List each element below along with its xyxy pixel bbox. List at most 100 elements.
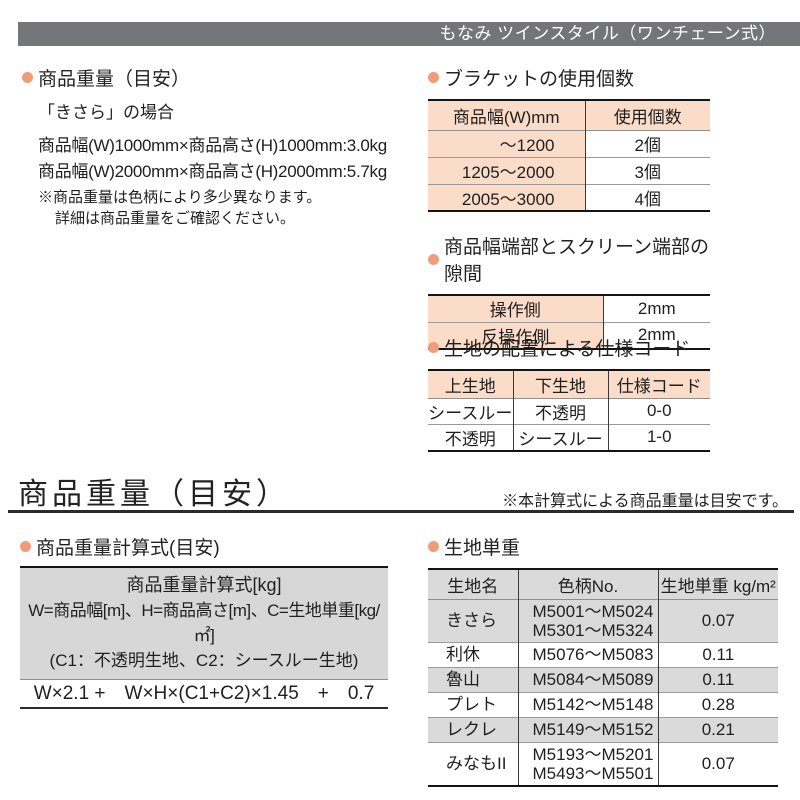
spec-code-cell: 1-0	[607, 424, 710, 451]
weight-section-note: ※本計算式による商品重量は目安です。	[502, 493, 788, 510]
weight-example-line: 商品幅(W)1000mm×商品高さ(H)1000mm:3.0kg	[38, 136, 387, 155]
color-number-cell: M5001〜M5024 M5301〜M5324	[517, 599, 658, 642]
table-header-row: 商品幅(W)mm 使用個数	[428, 100, 710, 130]
table-row: レクレ M5149〜M5152 0.21	[428, 717, 778, 742]
table-row: シースルー 不透明 0-0	[428, 398, 710, 424]
formula-heading: 商品重量計算式(目安)	[20, 533, 388, 560]
width-range-cell: 2005〜3000	[428, 184, 585, 211]
color-number-cell: M5149〜M5152	[517, 717, 658, 742]
table-row: 〜1200 2個	[428, 130, 710, 157]
table-row: 反操作側 2mm	[428, 322, 710, 349]
table-row: 1205〜2000 3個	[428, 157, 710, 184]
spec-code-heading-label: 生地の配置による仕様コード	[444, 339, 691, 360]
color-number-cell: M5076〜M5083	[517, 642, 658, 667]
table-row: みなもII M5193〜M5201 M5493〜M5501 0.07	[428, 742, 778, 786]
fabric-name-cell: みなもII	[446, 754, 507, 773]
table-row: 魯山 M5084〜M5089 0.11	[428, 667, 778, 692]
fabric-weight-section: 生地単重 生地名 色柄No. 生地単重 kg/m² きさら M5001〜M502…	[428, 533, 788, 787]
page-title: 商品重量（目安）	[18, 478, 290, 511]
column-header: 使用個数	[584, 100, 710, 130]
unit-weight-cell: 0.21	[657, 717, 778, 742]
fabric-name-cell: 利休	[446, 645, 480, 664]
edge-gap-heading: 商品幅端部とスクリーン端部の隙間	[428, 232, 728, 286]
bracket-heading: ブラケットの使用個数	[428, 64, 728, 91]
formula-variables: W=商品幅[m]、H=商品高さ[m]、C=生地単重[kg/㎡]	[28, 601, 380, 645]
bracket-count-table: 商品幅(W)mm 使用個数 〜1200 2個 1205〜2000 3個 2005…	[428, 99, 710, 212]
bullet-icon	[20, 541, 31, 552]
color-number-cell: M5193〜M5201 M5493〜M5501	[517, 742, 658, 786]
bullet-icon	[428, 541, 439, 552]
bullet-icon	[428, 342, 439, 353]
top-fabric-cell: 不透明	[444, 429, 496, 449]
color-number-cell: M5142〜M5148	[517, 692, 658, 717]
weight-info-section: 商品重量（目安） 「きさら」の場合 商品幅(W)1000mm×商品高さ(H)10…	[22, 64, 420, 229]
gap-value-cell: 2mm	[602, 322, 710, 349]
section-divider	[8, 510, 794, 513]
column-header: 色柄No.	[517, 569, 658, 599]
unit-weight-cell: 0.07	[657, 599, 778, 642]
table-row: 不透明 シースルー 1-0	[428, 424, 710, 451]
weight-info-heading-label: 商品重量（目安）	[38, 69, 191, 90]
product-series-banner: もなみ ツインスタイル（ワンチェーン式）	[18, 22, 800, 46]
weight-note-2: 詳細は商品重量をご確認ください。	[55, 210, 296, 227]
unit-weight-cell: 0.11	[657, 642, 778, 667]
count-cell: 2個	[584, 130, 710, 157]
fabric-weight-table: 生地名 色柄No. 生地単重 kg/m² きさら M5001〜M5024 M530…	[428, 568, 778, 787]
formula-constants: (C1：不透明生地、C2：シースルー生地)	[49, 651, 359, 670]
edge-gap-table: 操作側 2mm 反操作側 2mm	[428, 294, 710, 350]
table-row: きさら M5001〜M5024 M5301〜M5324 0.07	[428, 599, 778, 642]
spec-code-table: 上生地 下生地 仕様コード シースルー 不透明 0-0 不透明 シースルー 1-…	[428, 369, 710, 452]
table-row: 操作側 2mm	[428, 295, 710, 322]
fabric-name-cell: プレト	[446, 695, 497, 714]
spec-code-heading: 生地の配置による仕様コード	[428, 334, 728, 361]
fabric-name-cell: 魯山	[428, 667, 518, 692]
unit-weight-cell: 0.28	[657, 692, 778, 717]
width-range-cell: 1205〜2000	[428, 157, 585, 184]
width-range-cell: 〜1200	[428, 130, 585, 157]
bottom-fabric-cell: シースルー	[512, 424, 608, 451]
fabric-weight-heading: 生地単重	[428, 533, 788, 560]
bullet-icon	[22, 72, 33, 83]
formula-heading-label: 商品重量計算式(目安)	[36, 538, 220, 559]
count-cell: 3個	[584, 157, 710, 184]
column-header: 上生地	[428, 370, 513, 398]
table-row: 2005〜3000 4個	[428, 184, 710, 211]
weight-info-heading: 商品重量（目安）	[22, 64, 420, 91]
gap-value-cell: 2mm	[602, 295, 710, 322]
fabric-weight-heading-label: 生地単重	[444, 538, 521, 559]
formula-box-title: 商品重量計算式[kg]	[126, 575, 282, 595]
spec-code-section: 生地の配置による仕様コード 上生地 下生地 仕様コード シースルー 不透明 0-…	[428, 334, 728, 452]
table-row: 利休 M5076〜M5083 0.11	[428, 642, 778, 667]
top-fabric-cell: シースルー	[428, 403, 513, 423]
column-header: 生地単重 kg/m²	[657, 569, 778, 599]
formula-definitions: 商品重量計算式[kg] W=商品幅[m]、H=商品高さ[m]、C=生地単重[kg…	[20, 568, 388, 680]
column-header: 生地名	[428, 569, 518, 599]
weight-example-line: 商品幅(W)2000mm×商品高さ(H)2000mm:5.7kg	[38, 162, 387, 181]
column-header: 商品幅(W)mm	[428, 100, 585, 130]
unit-weight-cell: 0.07	[657, 742, 778, 786]
edge-gap-section: 商品幅端部とスクリーン端部の隙間 操作側 2mm 反操作側 2mm	[428, 232, 728, 350]
case-label: 「きさら」の場合	[38, 103, 174, 122]
side-label-cell: 操作側	[428, 295, 603, 322]
bracket-heading-label: ブラケットの使用個数	[444, 69, 635, 90]
spec-code-cell: 0-0	[607, 398, 710, 424]
formula-section: 商品重量計算式(目安) 商品重量計算式[kg] W=商品幅[m]、H=商品高さ[…	[20, 533, 388, 709]
formula-expression: W×2.1 + W×H×(C1+C2)×1.45 + 0.7	[20, 680, 388, 707]
fabric-name-cell: レクレ	[428, 717, 518, 742]
bottom-fabric-cell: 不透明	[512, 398, 608, 424]
formula-box: 商品重量計算式[kg] W=商品幅[m]、H=商品高さ[m]、C=生地単重[kg…	[20, 566, 388, 709]
table-row: プレト M5142〜M5148 0.28	[428, 692, 778, 717]
color-number-cell: M5084〜M5089	[517, 667, 658, 692]
side-label-cell: 反操作側	[428, 322, 603, 349]
weight-note-1: ※商品重量は色柄により多少異なります。	[38, 189, 322, 206]
table-header-row: 上生地 下生地 仕様コード	[428, 370, 710, 398]
bullet-icon	[428, 72, 439, 83]
bullet-icon	[428, 253, 439, 265]
column-header: 仕様コード	[607, 370, 710, 398]
table-header-row: 生地名 色柄No. 生地単重 kg/m²	[428, 569, 778, 599]
count-cell: 4個	[584, 184, 710, 211]
edge-gap-heading-label: 商品幅端部とスクリーン端部の隙間	[444, 237, 710, 285]
unit-weight-cell: 0.11	[657, 667, 778, 692]
fabric-name-cell: きさら	[428, 599, 518, 642]
column-header: 下生地	[512, 370, 608, 398]
